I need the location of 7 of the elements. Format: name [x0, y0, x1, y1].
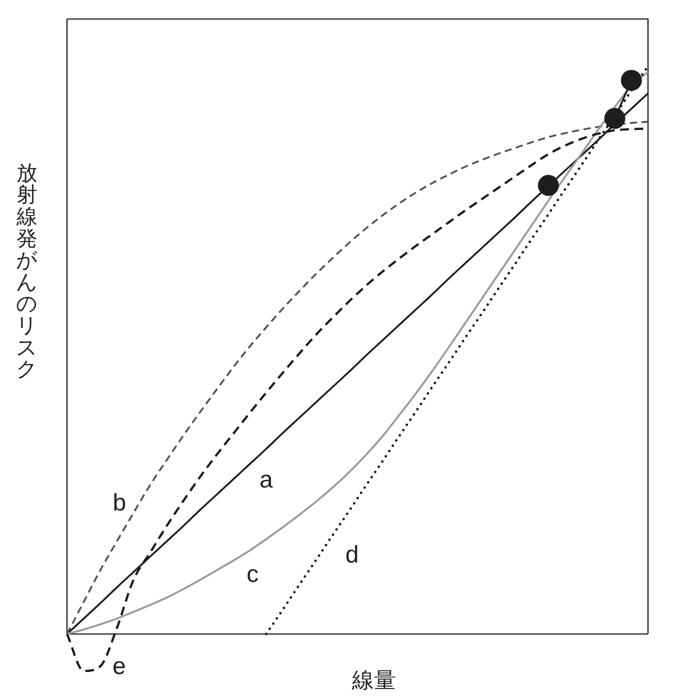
series-label: d: [345, 542, 359, 569]
series-label: b: [112, 490, 126, 517]
x-axis-title: 線量: [351, 668, 396, 692]
series-label: a: [260, 466, 274, 494]
series-label: e: [112, 652, 126, 680]
series-label: c: [246, 561, 259, 588]
text: 放射線発がんのリスク: [16, 161, 38, 381]
